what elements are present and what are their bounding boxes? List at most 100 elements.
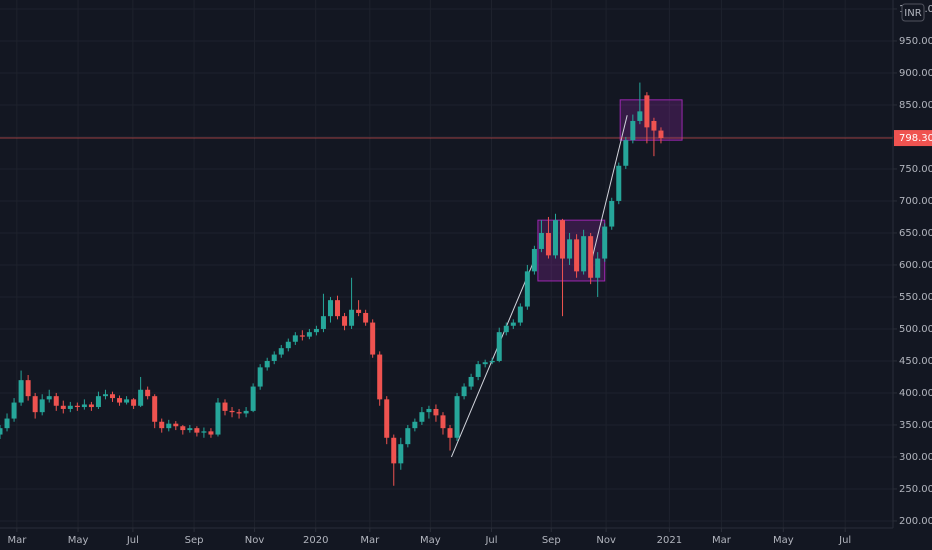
y-tick-label: 300.00 xyxy=(899,452,932,463)
candle-body xyxy=(320,316,326,329)
candle-body xyxy=(538,232,544,249)
candle-body xyxy=(67,405,73,409)
candle-body xyxy=(426,408,432,413)
candle-body xyxy=(264,360,270,368)
range-box xyxy=(619,99,683,141)
candle-body xyxy=(292,335,298,342)
currency-badge[interactable] xyxy=(901,3,925,22)
y-tick-label: 500.00 xyxy=(899,324,932,335)
candle-body xyxy=(545,232,551,256)
candle-body xyxy=(173,423,179,427)
candle-body xyxy=(602,226,608,259)
candle-body xyxy=(306,332,312,337)
trend-line xyxy=(588,115,628,271)
candle-body xyxy=(60,405,66,409)
candle-body xyxy=(524,271,530,307)
candle-body xyxy=(496,332,502,361)
candle-body xyxy=(25,380,31,397)
candle-body xyxy=(398,444,404,464)
x-tick-label: 2020 xyxy=(303,535,328,546)
candle-body xyxy=(489,360,495,363)
candle-body xyxy=(299,335,305,337)
candle-body xyxy=(510,322,516,326)
candle-body xyxy=(215,402,221,435)
y-tick-label: 600.00 xyxy=(899,260,932,271)
candle-body xyxy=(88,404,94,408)
candle-body xyxy=(74,405,80,408)
candle-body xyxy=(384,399,390,438)
candle-body xyxy=(623,140,629,166)
candle-body xyxy=(405,428,411,445)
candle-body xyxy=(159,421,165,429)
y-tick-label: 250.00 xyxy=(899,484,932,495)
candle-body xyxy=(349,309,355,326)
candle-body xyxy=(433,408,439,416)
x-tick-label: Nov xyxy=(596,535,616,546)
candle-body xyxy=(166,423,172,429)
candle-body xyxy=(117,398,123,403)
candle-body xyxy=(517,306,523,323)
last-price-tag xyxy=(894,130,932,147)
candle-body xyxy=(609,200,615,227)
candle-body xyxy=(222,402,228,411)
candle-body xyxy=(194,428,200,433)
candle-body xyxy=(503,325,509,333)
candle-body xyxy=(552,220,558,256)
candle-body xyxy=(124,399,130,403)
candle-body xyxy=(391,437,397,464)
candle-body xyxy=(145,389,151,397)
candle-body xyxy=(110,394,116,399)
x-tick-label: Jul xyxy=(126,535,139,546)
y-tick-label: 200.00 xyxy=(899,516,932,527)
y-tick-label: 700.00 xyxy=(899,196,932,207)
x-tick-label: Mar xyxy=(7,535,27,546)
candle-body xyxy=(447,428,453,438)
candle-body xyxy=(243,410,249,414)
candle-body xyxy=(342,316,348,326)
candle-body xyxy=(651,120,657,131)
candle-body xyxy=(419,412,425,422)
candle-body xyxy=(588,236,594,278)
candle-body xyxy=(285,341,291,349)
candle-body xyxy=(18,380,24,403)
candle-body xyxy=(53,396,59,406)
y-tick-label: 750.00 xyxy=(899,164,932,175)
candle-body xyxy=(363,312,369,323)
x-tick-label: May xyxy=(773,535,794,546)
x-tick-label: Mar xyxy=(360,535,380,546)
candle-body xyxy=(236,412,242,414)
candle-body xyxy=(81,404,87,408)
candle-body xyxy=(271,354,277,361)
last-price-label: 798.30 xyxy=(899,133,932,144)
candle-body xyxy=(4,418,10,429)
candle-body xyxy=(102,394,108,397)
candle-body xyxy=(257,367,263,387)
x-tick-label: Sep xyxy=(542,535,561,546)
candle-body xyxy=(187,428,193,431)
candle-body xyxy=(475,364,481,377)
y-tick-label: 650.00 xyxy=(899,228,932,239)
candle-body xyxy=(208,431,214,435)
currency-label[interactable]: INR xyxy=(904,8,921,19)
candle-body xyxy=(131,399,137,406)
candle-body xyxy=(335,300,341,317)
candle-body xyxy=(412,421,418,429)
candle-body xyxy=(454,396,460,438)
candle-body xyxy=(229,410,235,413)
candle-body xyxy=(0,428,3,435)
candle-body xyxy=(46,396,52,400)
candle-body xyxy=(313,328,319,333)
x-tick-label: Jul xyxy=(838,535,851,546)
y-tick-label: 850.00 xyxy=(899,100,932,111)
candle-body xyxy=(138,389,144,406)
candle-body xyxy=(327,300,333,317)
candle-body xyxy=(658,130,664,139)
y-tick-label: 450.00 xyxy=(899,356,932,367)
y-tick-label: 350.00 xyxy=(899,420,932,431)
candle-body xyxy=(32,396,38,413)
candle-body xyxy=(560,220,566,259)
x-tick-label: Jul xyxy=(484,535,497,546)
candle-body xyxy=(468,376,474,387)
candle-body xyxy=(356,309,362,313)
